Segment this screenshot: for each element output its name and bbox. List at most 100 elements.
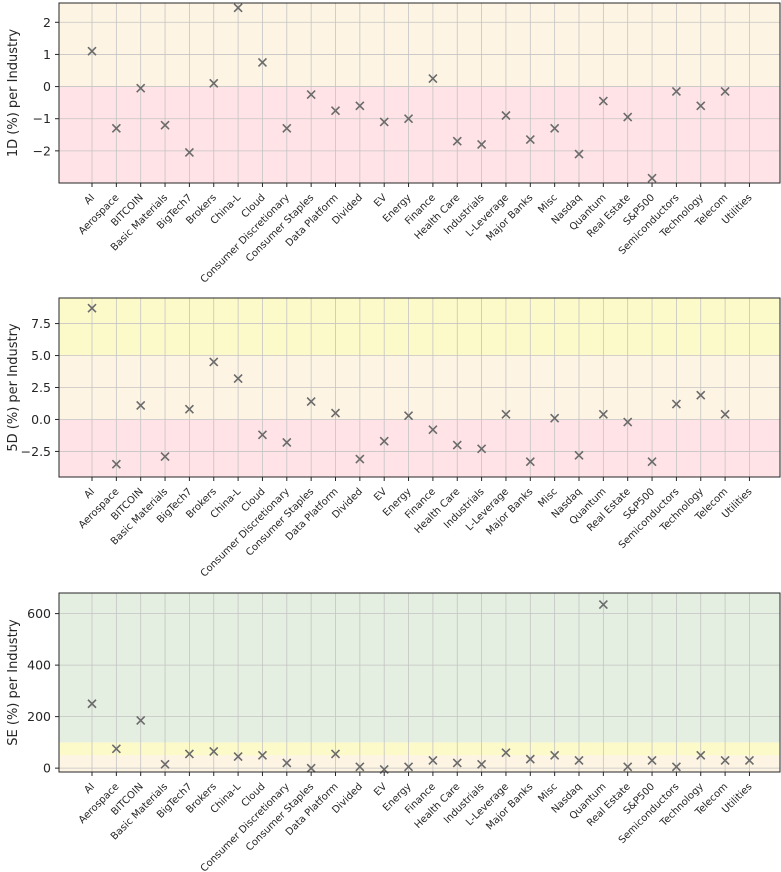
y-tick-label: 400 bbox=[27, 658, 51, 673]
data-marker bbox=[257, 57, 268, 68]
data-marker bbox=[720, 86, 730, 96]
y-tick-label: −2 bbox=[33, 143, 51, 158]
data-marker bbox=[282, 123, 292, 133]
data-marker bbox=[282, 437, 292, 448]
data-marker bbox=[160, 120, 170, 130]
x-tick-label: AI bbox=[82, 781, 97, 796]
data-marker bbox=[428, 425, 438, 435]
data-marker bbox=[477, 759, 487, 769]
y-tick-label: 2.5 bbox=[31, 380, 51, 395]
chart-panel-2: −2.50.02.55.07.55D (%) per IndustryAIAer… bbox=[6, 297, 781, 579]
data-marker bbox=[330, 106, 341, 116]
data-marker bbox=[111, 744, 121, 754]
y-tick-label: 0 bbox=[43, 79, 51, 94]
band-orange-0 bbox=[59, 755, 780, 772]
data-marker bbox=[330, 408, 341, 418]
data-marker bbox=[525, 754, 535, 764]
y-axis-label: 5D (%) per Industry bbox=[6, 323, 21, 452]
data-marker bbox=[623, 112, 633, 122]
y-tick-label: 7.5 bbox=[31, 316, 51, 331]
data-marker bbox=[306, 396, 316, 407]
data-marker bbox=[477, 444, 487, 454]
data-marker bbox=[233, 373, 243, 384]
data-marker bbox=[671, 762, 681, 772]
data-marker bbox=[696, 750, 706, 760]
x-tick-label: AI bbox=[82, 192, 97, 207]
band-red-0 bbox=[59, 86, 780, 183]
data-marker bbox=[477, 139, 487, 149]
x-tick-label: EV bbox=[372, 192, 389, 209]
data-marker bbox=[257, 430, 268, 440]
data-marker bbox=[647, 457, 657, 467]
data-marker bbox=[598, 600, 608, 610]
data-marker bbox=[160, 759, 170, 769]
data-marker bbox=[403, 411, 414, 421]
data-marker bbox=[598, 409, 608, 419]
data-marker bbox=[136, 83, 146, 93]
data-marker bbox=[647, 755, 657, 765]
data-marker bbox=[184, 404, 194, 414]
data-marker bbox=[306, 763, 316, 773]
band-orange-1 bbox=[59, 3, 780, 87]
data-marker bbox=[671, 86, 681, 96]
y-axis-label: 1D (%) per Industry bbox=[6, 29, 21, 158]
data-marker bbox=[184, 749, 194, 759]
data-marker bbox=[744, 755, 755, 765]
data-marker bbox=[136, 715, 146, 726]
y-tick-label: −1 bbox=[33, 111, 51, 126]
data-marker bbox=[696, 101, 706, 111]
band-green-2 bbox=[59, 593, 780, 743]
data-marker bbox=[696, 390, 706, 400]
plot-frame bbox=[58, 2, 781, 184]
y-tick-label: 200 bbox=[27, 709, 51, 724]
y-tick-label: 0 bbox=[43, 761, 51, 776]
band-red-0 bbox=[59, 419, 780, 477]
data-marker bbox=[550, 413, 560, 423]
y-tick-label: 0.0 bbox=[31, 412, 51, 427]
data-marker bbox=[452, 136, 462, 146]
data-marker bbox=[355, 101, 365, 111]
y-tick-label: 600 bbox=[27, 606, 51, 621]
x-tick-label: EV bbox=[372, 781, 389, 798]
y-axis-label: SE (%) per Industry bbox=[6, 619, 21, 746]
data-marker bbox=[282, 758, 292, 768]
data-marker bbox=[623, 417, 633, 427]
data-marker bbox=[184, 147, 194, 158]
data-marker bbox=[574, 450, 584, 460]
band-yellow-2 bbox=[59, 298, 780, 356]
y-tick-label: 1 bbox=[43, 47, 51, 62]
data-marker bbox=[550, 123, 560, 133]
data-marker bbox=[403, 762, 414, 772]
data-marker bbox=[209, 78, 219, 88]
data-marker bbox=[160, 451, 170, 462]
data-marker bbox=[355, 762, 365, 772]
data-marker bbox=[330, 749, 341, 759]
data-marker bbox=[671, 399, 681, 409]
data-marker bbox=[428, 73, 438, 84]
data-marker bbox=[501, 409, 511, 419]
data-marker bbox=[403, 114, 414, 124]
data-marker bbox=[720, 755, 730, 765]
data-marker bbox=[525, 457, 535, 467]
y-tick-label: 2 bbox=[43, 15, 51, 30]
x-tick-label: AI bbox=[82, 486, 97, 501]
band-yellow-1 bbox=[59, 742, 780, 756]
data-marker bbox=[87, 303, 97, 313]
data-marker bbox=[209, 357, 219, 367]
data-marker bbox=[428, 755, 438, 765]
data-marker bbox=[379, 436, 389, 446]
data-marker bbox=[209, 746, 219, 756]
data-marker bbox=[720, 409, 730, 419]
data-marker bbox=[87, 46, 97, 56]
y-tick-label: 5.0 bbox=[31, 348, 51, 363]
x-tick-label: EV bbox=[372, 486, 389, 503]
data-marker bbox=[111, 459, 121, 469]
data-marker bbox=[647, 173, 657, 183]
data-marker bbox=[574, 755, 584, 765]
data-marker bbox=[111, 123, 121, 133]
data-marker bbox=[87, 699, 97, 709]
data-marker bbox=[574, 149, 584, 159]
